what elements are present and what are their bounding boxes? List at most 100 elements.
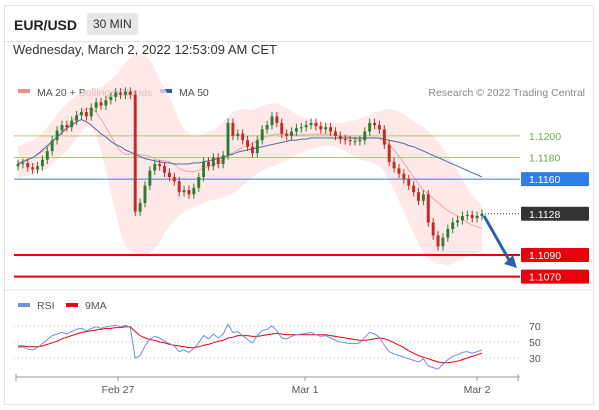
candle-body	[133, 94, 137, 212]
legend-swatch-9ma	[66, 303, 78, 307]
candle-body	[392, 161, 396, 169]
candle-body	[270, 116, 274, 126]
candle-body	[314, 122, 318, 127]
candle-body	[114, 92, 118, 97]
candle-body	[246, 140, 250, 147]
legend-label-ma50: MA 50	[179, 87, 209, 99]
candle-body	[275, 116, 279, 123]
candle-body	[55, 130, 59, 141]
candle-body	[143, 185, 147, 203]
candle-body	[153, 164, 157, 171]
candle-body	[221, 155, 225, 165]
candle-body	[99, 102, 103, 106]
candle-body	[75, 115, 79, 121]
candle-body	[402, 173, 406, 180]
candle-body	[216, 157, 220, 165]
candle-body	[294, 128, 298, 132]
legend-swatch-rsi	[18, 303, 30, 307]
datetime-label: Wednesday, March 2, 2022 12:53:09 AM CET	[13, 42, 277, 57]
candle-body	[324, 127, 328, 130]
candle-body	[241, 133, 245, 141]
candle-body	[265, 125, 269, 130]
candle-body	[451, 222, 455, 229]
candle-body	[207, 161, 210, 167]
rsi-9ma-line	[18, 326, 483, 364]
resistance-label: 1.1180	[529, 153, 560, 165]
candle-body	[50, 140, 54, 152]
candle-body	[377, 125, 381, 130]
candle-body	[70, 120, 74, 128]
candle-body	[16, 164, 20, 167]
x-tick-label: Mar 2	[464, 384, 491, 396]
candle-body	[299, 127, 303, 129]
rsi-tick-label: 50	[529, 337, 541, 349]
candle-body	[260, 129, 264, 141]
rsi-pane: 70 50 30	[14, 321, 541, 370]
rsi-tick-label: 70	[529, 321, 541, 333]
level-lines	[14, 135, 520, 278]
candle-body	[104, 100, 108, 106]
candle-body	[441, 237, 445, 247]
candle-body	[197, 177, 201, 188]
last-price-label: 1.1128	[529, 209, 560, 221]
candle-body	[236, 133, 240, 136]
ma50-line	[17, 119, 483, 178]
candle-body	[382, 129, 386, 145]
candle-body	[285, 133, 289, 136]
timeframe-button[interactable]: 30 MIN	[87, 13, 138, 35]
candle-body	[148, 170, 152, 186]
candle-body	[348, 140, 352, 142]
rsi-legend: RSI 9MA	[18, 300, 107, 312]
x-tick-label: Mar 1	[292, 384, 319, 396]
candle-body	[373, 122, 377, 126]
legend-label-9ma: 9MA	[85, 300, 107, 312]
time-axis: Feb 27 Mar 1 Mar 2	[15, 374, 520, 396]
credit-text: Research © 2022 Trading Central	[428, 87, 585, 99]
candle-body	[211, 157, 215, 167]
candle-body	[172, 177, 176, 182]
chart-header: EUR/USD 30 MIN	[5, 6, 593, 42]
rsi-tick-label: 30	[529, 353, 541, 365]
candle-body	[158, 164, 162, 167]
candle-body	[407, 179, 411, 186]
candle-body	[255, 140, 259, 154]
candle-body	[80, 112, 83, 116]
candle-body	[460, 215, 464, 221]
candle-body	[480, 213, 484, 216]
candle-body	[94, 102, 98, 108]
candle-body	[202, 161, 206, 178]
last-price-tag	[521, 206, 589, 221]
pivot-label: 1.1160	[529, 174, 560, 186]
candle-body	[412, 185, 416, 193]
candle-body	[123, 91, 127, 95]
candle-body	[446, 228, 450, 238]
candle-body	[290, 131, 293, 136]
candle-body	[417, 192, 420, 201]
candle-body	[84, 112, 88, 117]
candle-body	[304, 125, 308, 128]
candle-body	[426, 194, 430, 223]
moving-averages	[17, 119, 483, 178]
support-tag	[521, 269, 589, 284]
candle-body	[128, 91, 132, 95]
rsi-line	[17, 323, 483, 370]
candle-body	[436, 235, 440, 247]
candle-body	[163, 166, 166, 173]
candle-body	[338, 135, 342, 140]
candle-body	[177, 181, 181, 193]
candle-body	[343, 139, 347, 141]
forecast-arrow-head	[504, 254, 517, 268]
candle-body	[280, 122, 284, 134]
candle-body	[431, 222, 435, 236]
forecast-arrow-shaft	[482, 215, 511, 261]
candle-body	[36, 166, 40, 170]
currency-pair: EUR/USD	[14, 17, 78, 33]
candle-body	[167, 172, 171, 178]
candle-body	[187, 190, 191, 195]
support-tag	[521, 247, 589, 262]
candle-body	[465, 214, 469, 216]
candle-body	[226, 122, 230, 156]
candle-body	[421, 194, 425, 201]
candle-body	[329, 127, 333, 132]
